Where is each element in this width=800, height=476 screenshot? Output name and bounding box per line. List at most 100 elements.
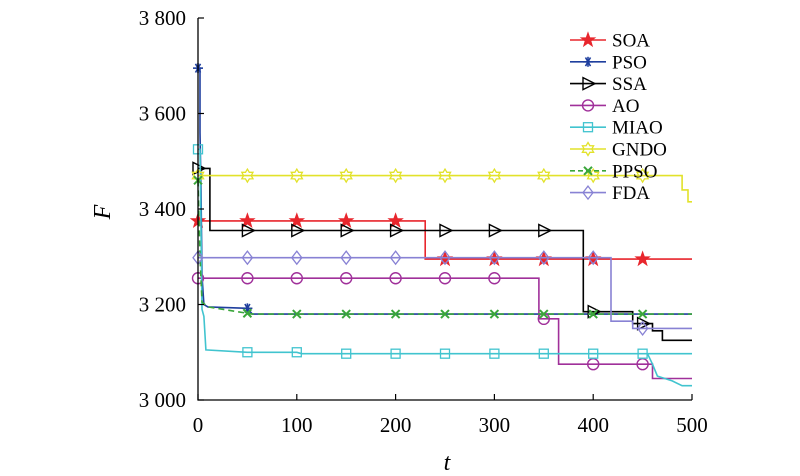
data-point-ao <box>290 272 303 285</box>
legend-item-ppso: PPSO <box>570 161 657 182</box>
data-point-fda <box>340 250 353 266</box>
series-line-ao <box>198 277 692 380</box>
legend-marker-ssa <box>582 76 597 91</box>
data-point-miao <box>341 348 352 359</box>
legend-label-ssa: SSA <box>612 74 647 95</box>
axes: 0 100 200 300 400 500 3 000 3 200 3 400 3 600 3 80… <box>139 6 708 437</box>
data-point-ao <box>438 272 452 285</box>
data-point-soa <box>634 250 651 267</box>
data-point-fda <box>587 250 600 266</box>
series-fda <box>192 250 692 336</box>
y-tick-label: 3 800 <box>139 6 186 30</box>
y-axis-label: F <box>90 204 116 220</box>
y-tick-label: 3 600 <box>139 102 186 126</box>
series-line-soa <box>198 220 692 260</box>
data-point-miao <box>291 347 302 358</box>
legend-item-gndo: GNDO <box>570 140 667 161</box>
data-point-gndo <box>487 167 502 184</box>
legend-label-ppso: PPSO <box>612 161 657 182</box>
series-ppso <box>193 175 692 319</box>
legend-label-miao: MIAO <box>612 118 663 139</box>
data-point-miao <box>538 348 549 359</box>
legend-marker-ppso <box>583 166 593 176</box>
data-point-ao <box>340 272 353 285</box>
series-line-ppso <box>197 180 692 315</box>
data-point-ppso <box>341 309 351 319</box>
data-point-ao <box>241 272 254 285</box>
x-tick-label: 100 <box>281 413 313 437</box>
data-point-ppso <box>242 308 253 318</box>
legend-item-soa: SOA <box>570 31 650 52</box>
data-point-soa <box>288 212 306 228</box>
data-point-ppso <box>588 309 598 319</box>
y-tick-label: 3 200 <box>139 293 186 317</box>
data-point-fda <box>439 250 451 266</box>
data-point-miao <box>242 347 253 358</box>
data-point-ssa <box>488 223 503 238</box>
x-tick-label: 200 <box>380 413 412 437</box>
x-tick-label: 400 <box>577 413 609 437</box>
data-point-soa <box>239 212 256 228</box>
data-point-ppso <box>390 309 401 319</box>
y-tick-label: 3 400 <box>139 197 186 221</box>
data-point-gndo <box>635 167 650 184</box>
data-point-miao <box>390 348 401 359</box>
legend-item-ao: AO <box>570 96 639 117</box>
data-point-miao <box>439 348 451 359</box>
data-point-ssa <box>241 223 256 238</box>
data-point-fda <box>241 250 254 266</box>
data-point-gndo <box>290 167 304 184</box>
data-point-fda <box>537 250 550 266</box>
data-point-ppso <box>292 309 302 319</box>
legend-label-ao: AO <box>612 96 639 117</box>
data-point-ppso <box>440 309 450 319</box>
x-tick-label: 500 <box>676 413 708 437</box>
x-tick-label: 300 <box>479 413 511 437</box>
data-point-gndo <box>339 167 353 184</box>
data-point-fda <box>389 250 402 266</box>
data-point-fda <box>290 250 303 266</box>
series-line-ssa <box>198 167 692 342</box>
data-point-fda <box>636 320 649 336</box>
legend-label-soa: SOA <box>612 31 650 52</box>
series-line-fda <box>198 256 692 330</box>
legend-label-fda: FDA <box>612 183 650 204</box>
legend-marker-pso <box>583 56 593 67</box>
plot-area <box>189 63 692 387</box>
data-point-soa <box>387 212 404 228</box>
series-line-gndo <box>198 174 692 203</box>
data-point-ppso <box>539 309 549 319</box>
data-point-ssa <box>340 223 355 238</box>
x-axis-label: t <box>444 450 452 476</box>
data-point-ssa <box>538 223 553 238</box>
data-point-ppso <box>637 309 648 319</box>
legend-item-miao: MIAO <box>570 118 663 139</box>
legend-item-pso: PSO <box>570 52 647 73</box>
legend-marker-fda <box>582 185 594 201</box>
legend-label-pso: PSO <box>612 52 647 73</box>
legend-item-ssa: SSA <box>570 74 647 95</box>
data-point-soa <box>337 212 355 228</box>
series-ao <box>191 272 692 380</box>
data-point-ppso <box>489 309 500 319</box>
data-point-ssa <box>291 223 306 238</box>
series-ssa <box>192 161 692 342</box>
data-point-ssa <box>439 223 454 238</box>
data-point-miao <box>588 348 599 359</box>
y-tick-label: 3 000 <box>139 388 186 412</box>
data-point-ao <box>488 272 501 285</box>
data-point-gndo <box>438 167 452 184</box>
data-point-miao <box>489 348 500 359</box>
series-gndo <box>191 167 692 203</box>
data-point-gndo <box>240 167 255 184</box>
legend-marker-miao <box>582 122 594 133</box>
data-point-fda <box>488 250 501 266</box>
legend-marker-ao <box>581 99 595 112</box>
legend-marker-soa <box>579 31 597 48</box>
data-point-ssa <box>389 223 405 238</box>
x-tick-label: 0 <box>193 413 204 437</box>
legend-item-fda: FDA <box>570 183 650 204</box>
series-soa <box>189 212 692 267</box>
